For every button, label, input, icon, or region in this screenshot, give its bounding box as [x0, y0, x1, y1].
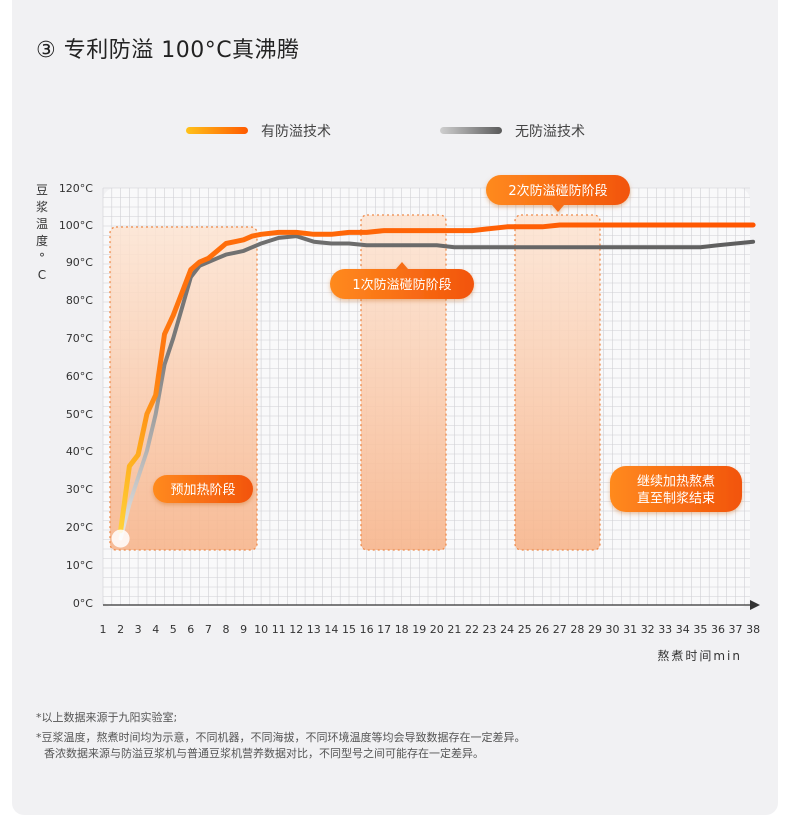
- x-tick-label: 35: [693, 623, 707, 636]
- x-tick-label: 9: [240, 623, 247, 636]
- y-tick-label: 120°C: [59, 182, 93, 195]
- x-tick-label: 15: [342, 623, 356, 636]
- stage-label-1: 预加热阶段: [153, 475, 253, 503]
- x-axis-ticks: 1 2 3 4 5 6 7 8 9 10 11 12 13 14 15 16 17 18 19 20 21 22 23 24 2…: [100, 623, 761, 636]
- legend-swatch-orange: [186, 127, 248, 134]
- y-tick-label: 70°C: [66, 332, 93, 345]
- y-tick-label: 60°C: [66, 370, 93, 383]
- x-tick-label: 29: [588, 623, 602, 636]
- stage-label-text: 2次防溢碰防阶段: [508, 183, 607, 199]
- y-tick-label: 50°C: [66, 408, 93, 421]
- y-axis-label: 豆浆温度° C: [36, 183, 48, 282]
- x-tick-label: 19: [412, 623, 426, 636]
- x-tick-label: 20: [430, 623, 444, 636]
- page-title: ③ 专利防溢 100°C真沸腾: [36, 38, 300, 63]
- x-tick-label: 27: [553, 623, 567, 636]
- x-tick-label: 3: [135, 623, 142, 636]
- y-tick-label: 20°C: [66, 521, 93, 534]
- x-tick-label: 4: [152, 623, 159, 636]
- x-tick-label: 2: [117, 623, 124, 636]
- y-tick-label: 100°C: [59, 219, 93, 232]
- x-tick-label: 11: [272, 623, 286, 636]
- x-tick-label: 21: [447, 623, 461, 636]
- stage-label-2: 1次防溢碰防阶段: [330, 262, 474, 299]
- series-lines: [111, 222, 756, 548]
- y-axis-ticks: 120°C 100°C 90°C 80°C 70°C 60°C 50°C 40°C 30°C 20…: [59, 182, 93, 610]
- x-tick-label: 18: [395, 623, 409, 636]
- stage-label-text: 预加热阶段: [170, 483, 235, 498]
- x-tick-label: 22: [465, 623, 479, 636]
- series-line-anti-overflow: [118, 222, 756, 534]
- x-tick-label: 31: [623, 623, 637, 636]
- footnote-comparison: 香浓数据来源与防溢豆浆机与普通豆浆机营养数据对比，不同型号之间可能存在一定差异。: [44, 747, 484, 760]
- x-tick-label: 33: [658, 623, 672, 636]
- x-tick-label: 37: [729, 623, 743, 636]
- x-tick-label: 17: [377, 623, 391, 636]
- x-tick-label: 16: [360, 623, 374, 636]
- footnote-source: *以上数据来源于九阳实验室;: [36, 711, 178, 724]
- legend-label: 无防溢技术: [515, 124, 585, 140]
- x-tick-label: 8: [223, 623, 230, 636]
- temperature-chart: 120°C100°C90°C80°C70°C60°C50°C40°C30°C20…: [36, 175, 761, 663]
- stage-label-4: 继续加热熬煮直至制浆结束: [610, 466, 742, 512]
- x-tick-label: 14: [324, 623, 338, 636]
- legend-swatch-gray: [440, 127, 502, 134]
- stage-label-3: 2次防溢碰防阶段: [486, 175, 630, 212]
- x-tick-label: 34: [676, 623, 690, 636]
- series-line-no-anti-overflow: [118, 234, 756, 541]
- x-tick-label: 38: [746, 623, 760, 636]
- y-tick-label: 40°C: [66, 445, 93, 458]
- x-tick-label: 32: [641, 623, 655, 636]
- x-tick-label: 30: [606, 623, 620, 636]
- stage-zone-1: [109, 226, 258, 551]
- stage-zone-3: [514, 214, 601, 551]
- footnote-disclaimer: *豆浆温度，熬煮时间均为示意，不同机器，不同海拔，不同环境温度等均会导致数据存在…: [36, 731, 526, 744]
- x-tick-label: 5: [170, 623, 177, 636]
- start-glow: [111, 529, 130, 548]
- x-tick-label: 13: [307, 623, 321, 636]
- x-tick-label: 1: [100, 623, 107, 636]
- legend-label: 有防溢技术: [261, 124, 331, 140]
- x-tick-label: 10: [254, 623, 268, 636]
- y-tick-label: 80°C: [66, 294, 93, 307]
- stage-label-text: 继续加热熬煮直至制浆结束: [637, 474, 715, 507]
- stage-label-text: 1次防溢碰防阶段: [352, 277, 451, 293]
- x-tick-label: 6: [187, 623, 194, 636]
- x-tick-label: 25: [518, 623, 532, 636]
- x-tick-label: 28: [570, 623, 584, 636]
- x-axis-arrow: [750, 600, 760, 610]
- x-tick-label: 24: [500, 623, 514, 636]
- y-tick-label: 0°C: [73, 597, 93, 610]
- y-tick-label: 90°C: [66, 256, 93, 269]
- x-tick-label: 23: [483, 623, 497, 636]
- x-tick-label: 7: [205, 623, 212, 636]
- y-tick-label: 10°C: [66, 559, 93, 572]
- x-tick-label: 12: [289, 623, 303, 636]
- x-tick-label: 26: [535, 623, 549, 636]
- x-tick-label: 36: [711, 623, 725, 636]
- x-axis-label: 熬煮时间min: [657, 648, 742, 663]
- y-tick-label: 30°C: [66, 483, 93, 496]
